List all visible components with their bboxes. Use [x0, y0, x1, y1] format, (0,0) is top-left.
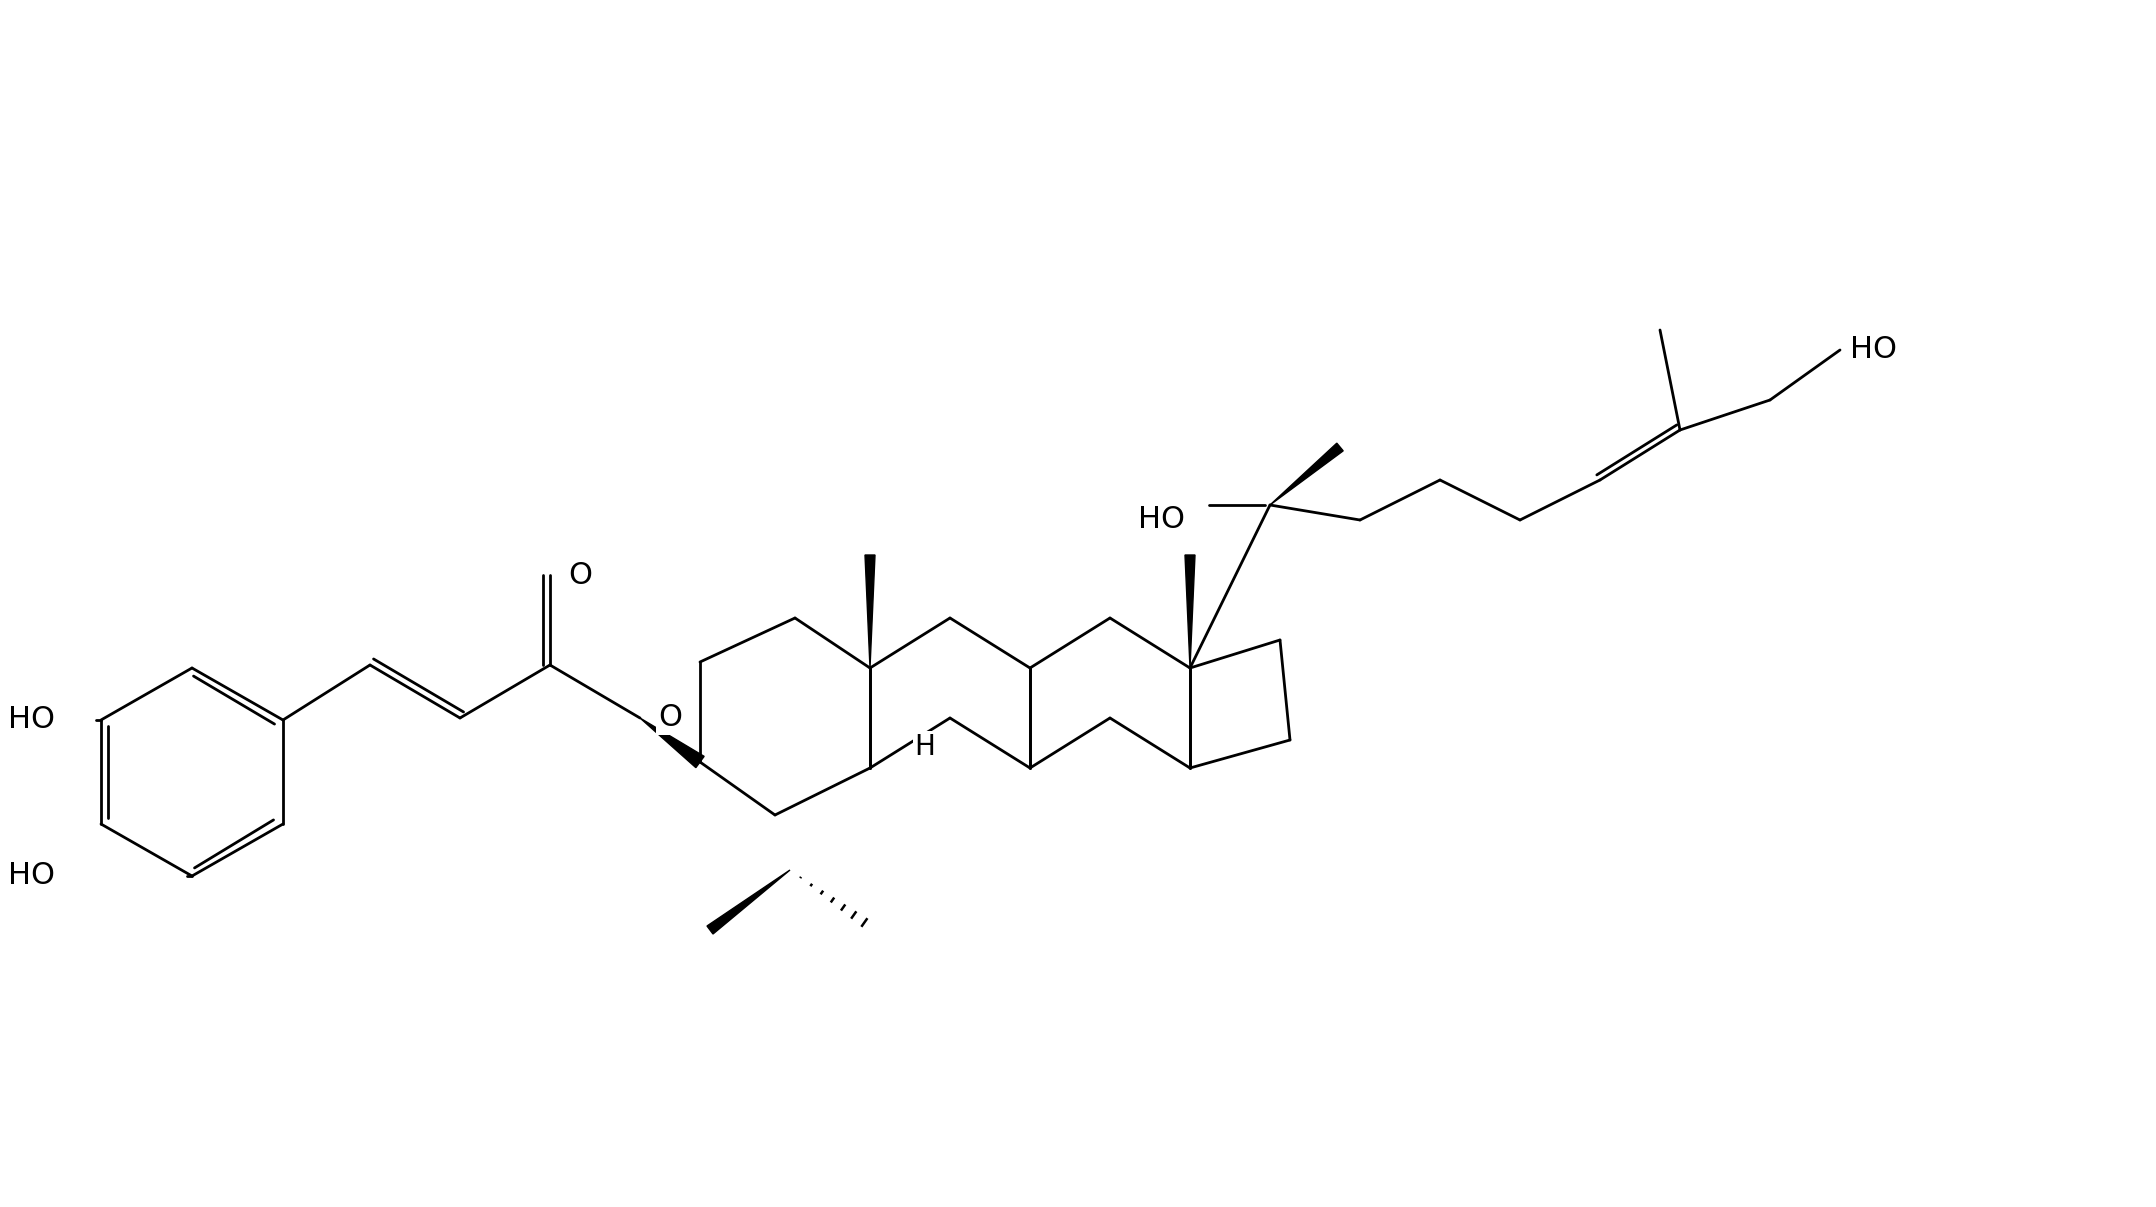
Polygon shape [707, 870, 789, 934]
Text: HO: HO [9, 706, 56, 735]
Text: O: O [658, 704, 681, 733]
Text: O: O [567, 560, 593, 589]
Text: HO: HO [9, 862, 56, 891]
Text: H: H [914, 733, 936, 760]
Polygon shape [1186, 555, 1194, 667]
Polygon shape [865, 555, 875, 667]
Text: HO: HO [1850, 336, 1897, 365]
Text: HO: HO [1138, 506, 1186, 535]
Polygon shape [640, 718, 705, 768]
Polygon shape [1270, 443, 1343, 505]
